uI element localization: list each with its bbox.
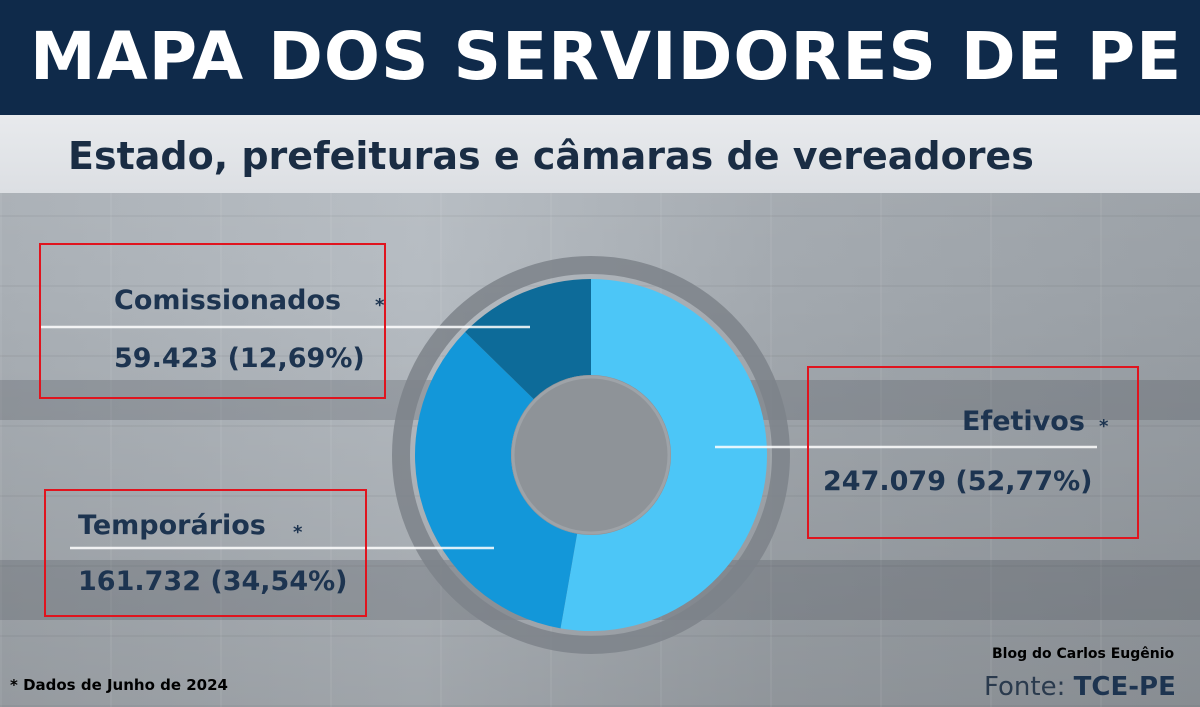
value-comissionados: 59.423 (12,69%) [114,343,365,374]
chart-center-hole [511,375,671,535]
chart-outer-ring [392,256,790,654]
page-subtitle: Estado, prefeituras e câmaras de vereado… [68,134,1034,178]
donut-slice-efetivos [560,279,768,631]
highlight-box-comissionados [39,243,386,399]
page-title: MAPA DOS SERVIDORES DE PE [30,18,1183,95]
label-comissionados: Comissionados [114,285,342,316]
donut-slice-temporarios [415,332,578,629]
value-temporarios: 161.732 (34,54%) [78,566,348,597]
asterisk-comissionados: * [375,295,385,316]
highlight-box-temporarios [44,489,367,617]
source-prefix: Fonte: [984,672,1074,702]
highlight-box-efetivos [807,366,1139,539]
subtitle-bar [0,115,1200,193]
asterisk-efetivos: * [1099,416,1109,437]
title-bar: MAPA DOS SERVIDORES DE PE [0,0,1200,115]
source-credit: Fonte: TCE-PE [984,672,1176,702]
label-efetivos: Efetivos [962,406,1085,437]
asterisk-temporarios: * [293,522,303,543]
data-date-note: * Dados de Junho de 2024 [10,676,228,694]
blog-credit: Blog do Carlos Eugênio [992,646,1175,662]
slices-group [415,279,768,631]
value-efetivos: 247.079 (52,77%) [823,466,1093,497]
chart-center-inner [511,375,671,535]
label-temporarios: Temporários [78,510,266,541]
donut-slice-comissionados [465,279,591,400]
source-name: TCE-PE [1073,672,1176,702]
